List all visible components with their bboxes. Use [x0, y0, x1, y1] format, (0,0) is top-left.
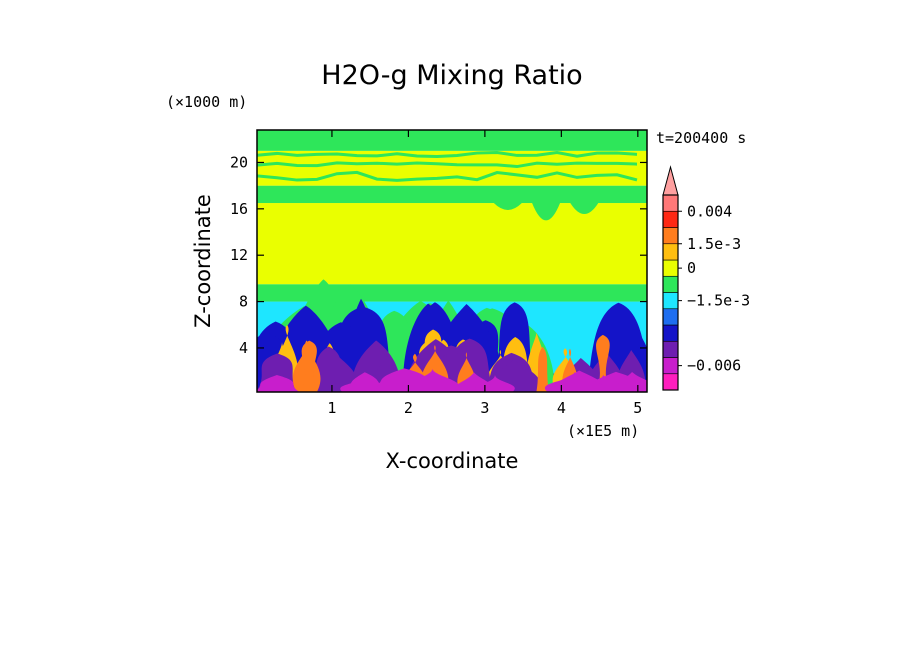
colorbar-swatch [662, 308, 679, 326]
contour-field [257, 130, 647, 392]
contour-dip [493, 203, 522, 210]
y-tick-label: 16 [230, 200, 248, 218]
x-tick-label: 1 [327, 399, 336, 417]
x-tick-label: 5 [633, 399, 642, 417]
contour-dip [570, 203, 599, 215]
colorbar-label: −0.006 [687, 357, 741, 375]
colorbar-swatch [662, 292, 679, 310]
x-axis: 1 2 3 4 5 [327, 130, 642, 417]
x-tick-label: 4 [557, 399, 566, 417]
contour-streak [257, 151, 638, 158]
colorbar: 0.004 1.5e-3 0 −1.5e-3 −0.006 [662, 165, 750, 391]
colorbar-arrow [662, 165, 679, 196]
y-units-label: (×1000 m) [166, 93, 247, 111]
contour-plume [595, 334, 611, 392]
colorbar-swatch [662, 259, 679, 277]
x-axis-title: X-coordinate [386, 449, 519, 473]
colorbar-swatch [662, 227, 679, 245]
colorbar-swatch [662, 210, 679, 228]
contour-plume [300, 340, 318, 392]
chart-title: H2O-g Mixing Ratio [321, 60, 582, 91]
colorbar-swatch [662, 194, 679, 212]
y-tick-label: 4 [239, 339, 248, 357]
contour-plume [536, 346, 549, 392]
colorbar-label: 1.5e-3 [687, 235, 741, 253]
colorbar-swatch [662, 275, 679, 293]
colorbar-label: 0 [687, 259, 696, 277]
contour-plume [346, 372, 384, 392]
colorbar-swatch [662, 243, 679, 261]
x-tick-label: 2 [404, 399, 413, 417]
colorbar-swatch [662, 357, 679, 375]
contour-plume [405, 369, 460, 392]
colorbar-swatch [662, 324, 679, 342]
contour-band [257, 130, 647, 151]
contour-band [257, 203, 647, 285]
colorbar-label: 0.004 [687, 202, 732, 220]
contour-plume [544, 371, 605, 392]
colorbar-swatch [662, 340, 679, 358]
y-tick-label: 12 [230, 246, 248, 264]
time-label: t=200400 s [656, 129, 746, 147]
plot-frame [256, 129, 648, 393]
plot-area [256, 129, 648, 393]
y-axis-title: Z-coordinate [191, 194, 215, 328]
y-axis: 4 8 12 16 20 [230, 153, 647, 357]
y-tick-label: 20 [230, 153, 248, 171]
contour-plume [257, 374, 300, 392]
contour-streak [257, 170, 638, 182]
contour-dip [532, 203, 561, 221]
colorbar-frame [662, 194, 679, 391]
y-tick-label: 8 [239, 293, 248, 311]
x-tick-label: 3 [480, 399, 489, 417]
colorbar-label: −1.5e-3 [687, 292, 750, 310]
contour-streak [257, 161, 638, 169]
colorbar-swatch [662, 373, 679, 391]
contour-band [257, 185, 647, 204]
x-units-label: (×1E5 m) [567, 422, 639, 440]
